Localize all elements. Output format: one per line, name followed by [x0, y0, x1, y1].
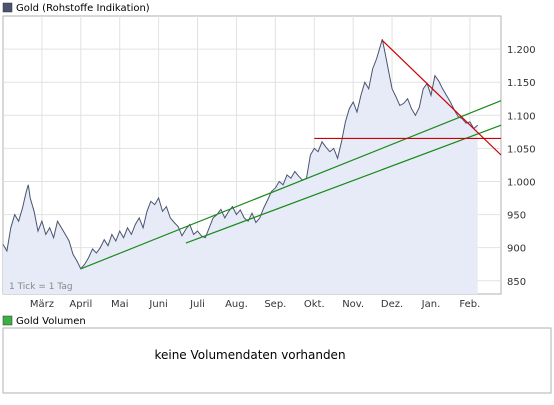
- y-tick-label: 1.100: [507, 111, 536, 122]
- x-tick-label: Feb.: [459, 299, 480, 310]
- x-tick-label: Juli: [189, 299, 205, 310]
- trendlines: [80, 40, 502, 270]
- x-tick-label: Dez.: [381, 299, 403, 310]
- y-tick-label: 1.150: [507, 78, 536, 89]
- x-tick-label: Juni: [148, 299, 167, 310]
- x-tick-label: Mai: [111, 299, 129, 310]
- tick-note: 1 Tick = 1 Tag: [9, 282, 73, 292]
- x-tick-label: Nov.: [342, 299, 364, 310]
- x-tick-label: Jan.: [421, 299, 441, 310]
- x-tick-label: März: [30, 299, 54, 310]
- trendline: [381, 40, 502, 156]
- x-tick-label: Okt.: [304, 299, 325, 310]
- y-tick-label: 950: [507, 211, 526, 222]
- volume-legend-label: Gold Volumen: [16, 316, 86, 327]
- y-tick-label: 1.000: [507, 177, 536, 188]
- x-axis-ticks: März April Mai Juni Juli Aug. Sep. Okt. Nov. Dez.…: [30, 299, 480, 310]
- price-area-fill: [3, 39, 478, 295]
- y-tick-label: 900: [507, 244, 526, 255]
- trendline: [80, 100, 502, 270]
- x-tick-label: Sep.: [264, 299, 286, 310]
- price-legend-swatch: [2, 2, 13, 13]
- trendline: [185, 124, 502, 244]
- x-tick-label: Aug.: [225, 299, 248, 310]
- price-legend-label: Gold (Rohstoffe Indikation): [16, 3, 150, 14]
- x-tick-label: April: [69, 299, 92, 310]
- volume-legend-swatch: [2, 315, 13, 326]
- y-tick-label: 850: [507, 277, 526, 288]
- price-plot-area: 1 Tick = 1 Tag: [2, 15, 502, 295]
- y-tick-label: 1.050: [507, 144, 536, 155]
- volume-plot-frame: [2, 327, 552, 394]
- price-series-line: [2, 39, 479, 270]
- y-tick-label: 1.200: [507, 45, 536, 56]
- no-volume-message: keine Volumendaten vorhanden: [154, 348, 345, 362]
- y-axis-ticks: 850 900 950 1.000 1.050 1.100 1.150 1.200: [507, 45, 536, 288]
